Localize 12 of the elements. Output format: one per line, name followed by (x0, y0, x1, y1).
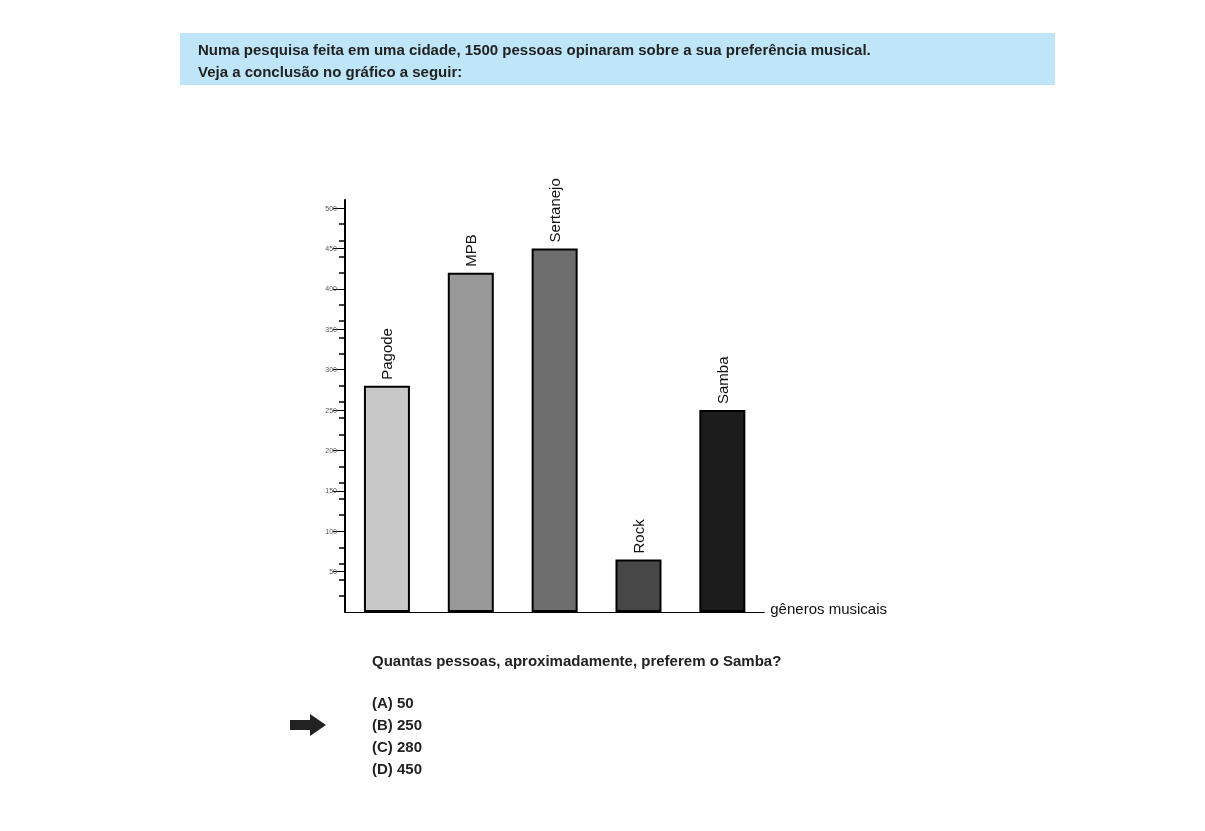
x-tick-label: Pagode (378, 328, 396, 380)
x-tick-label: MPB (462, 234, 480, 267)
x-tick-label: Rock (630, 518, 647, 554)
x-tick-label: Sertanejo (546, 178, 564, 243)
text: (A) 50 (372, 694, 414, 711)
text: (C) 280 (372, 738, 423, 755)
text: Quantas pessoas, aproximadamente, preferem o Samba? (372, 652, 782, 669)
text: (D) 450 (372, 760, 423, 777)
x-axis-title: gêneros musicais (770, 600, 887, 617)
chart-title: Numa pesquisa feita em uma cidade, 1500 pessoas opinaram sobre a sua preferência musical. Veja a conclusão no gráfico a seguir: (180, 33, 1055, 85)
x-tick-label: Samba (713, 355, 731, 405)
text: (B) 250 (372, 716, 423, 733)
